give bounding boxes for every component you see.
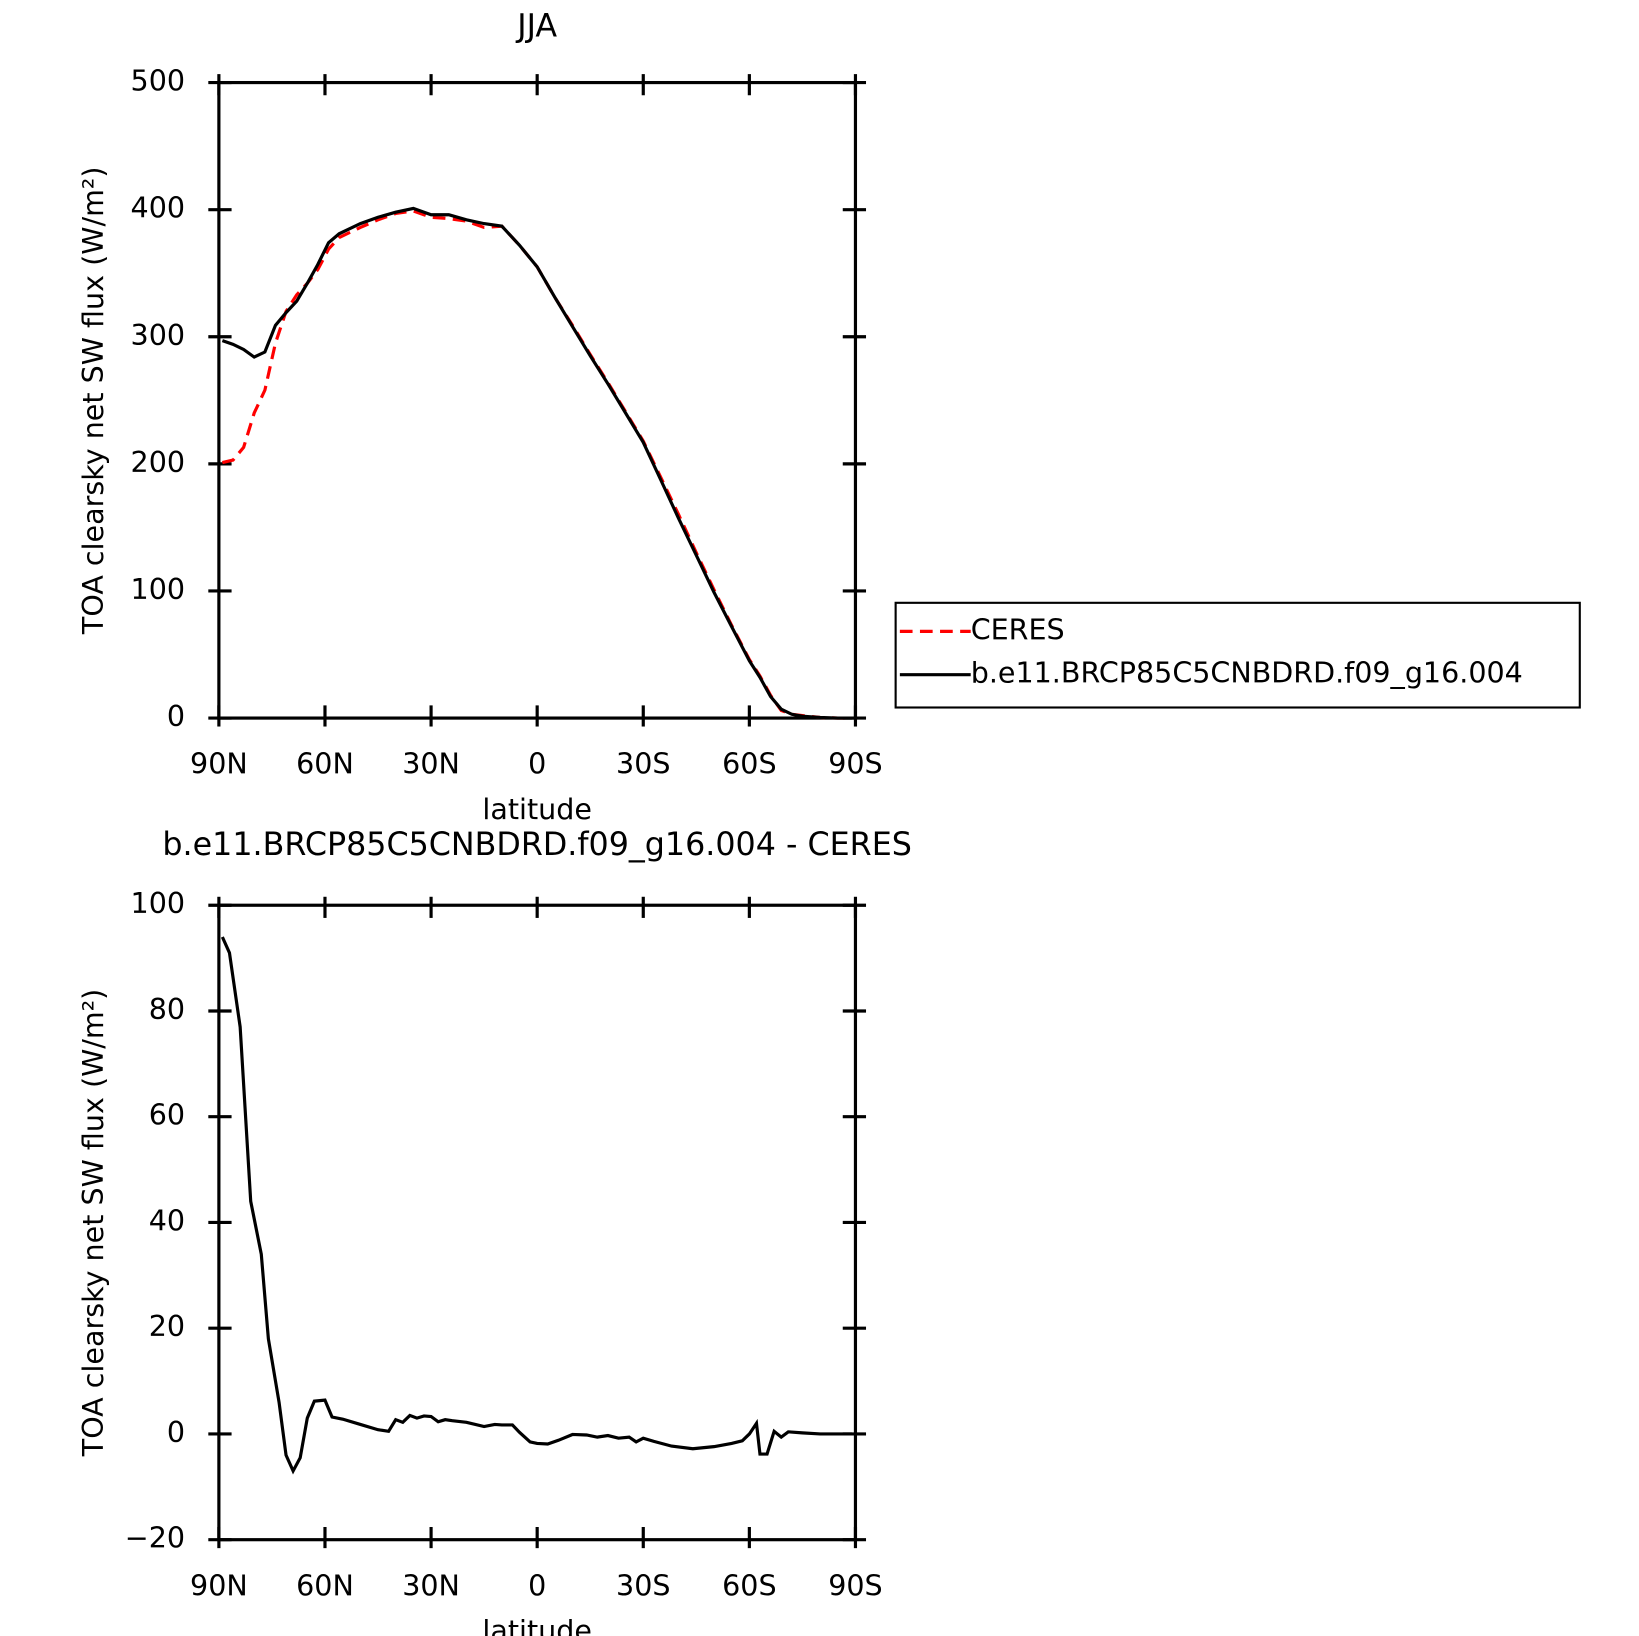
x-axis-label: latitude <box>482 792 592 826</box>
data-line <box>220 936 852 1475</box>
y-tick-label: −20 <box>125 1521 185 1555</box>
y-tick-label: 80 <box>149 992 185 1026</box>
y-tick-label: 200 <box>131 445 186 479</box>
x-tick-label: 30N <box>402 747 460 781</box>
x-tick-label: 60S <box>722 1568 776 1602</box>
chart-title: JJA <box>515 9 557 45</box>
legend-label: b.e11.BRCP85C5CNBDRD.f09_g16.004 <box>971 656 1523 690</box>
y-tick-label: 0 <box>167 1415 185 1449</box>
x-tick-label: 30S <box>616 747 670 781</box>
y-tick-label: 60 <box>149 1098 185 1132</box>
data-line <box>222 209 852 720</box>
legend-label: CERES <box>971 612 1065 646</box>
x-tick-label: 30S <box>616 1568 670 1602</box>
x-axis-label: latitude <box>482 1614 592 1636</box>
x-tick-label: 60N <box>296 1568 354 1602</box>
y-tick-label: 0 <box>167 699 185 733</box>
y-tick-label: 20 <box>149 1309 185 1343</box>
x-tick-label: 60N <box>296 747 354 781</box>
x-tick-label: 90N <box>190 1568 248 1602</box>
y-tick-label: 300 <box>131 318 186 352</box>
y-axis-label: TOA clearsky net SW flux (W/m²) <box>76 167 110 636</box>
x-tick-label: 90N <box>190 747 248 781</box>
x-tick-label: 0 <box>528 747 546 781</box>
data-line <box>221 206 852 720</box>
y-tick-label: 100 <box>131 886 186 920</box>
plot-frame <box>217 80 858 720</box>
y-tick-label: 400 <box>131 191 186 225</box>
x-tick-label: 60S <box>722 747 776 781</box>
y-axis-label: TOA clearsky net SW flux (W/m²) <box>76 989 110 1458</box>
x-tick-label: 90S <box>828 1568 882 1602</box>
y-tick-label: 500 <box>131 64 186 98</box>
y-tick-label: 100 <box>131 572 186 606</box>
y-tick-label: 40 <box>149 1203 185 1237</box>
chart-title: b.e11.BRCP85C5CNBDRD.f09_g16.004 - CERES <box>162 827 911 863</box>
x-tick-label: 90S <box>828 747 882 781</box>
legend-box <box>894 601 1581 709</box>
x-tick-label: 0 <box>528 1568 546 1602</box>
x-tick-label: 30N <box>402 1568 460 1602</box>
